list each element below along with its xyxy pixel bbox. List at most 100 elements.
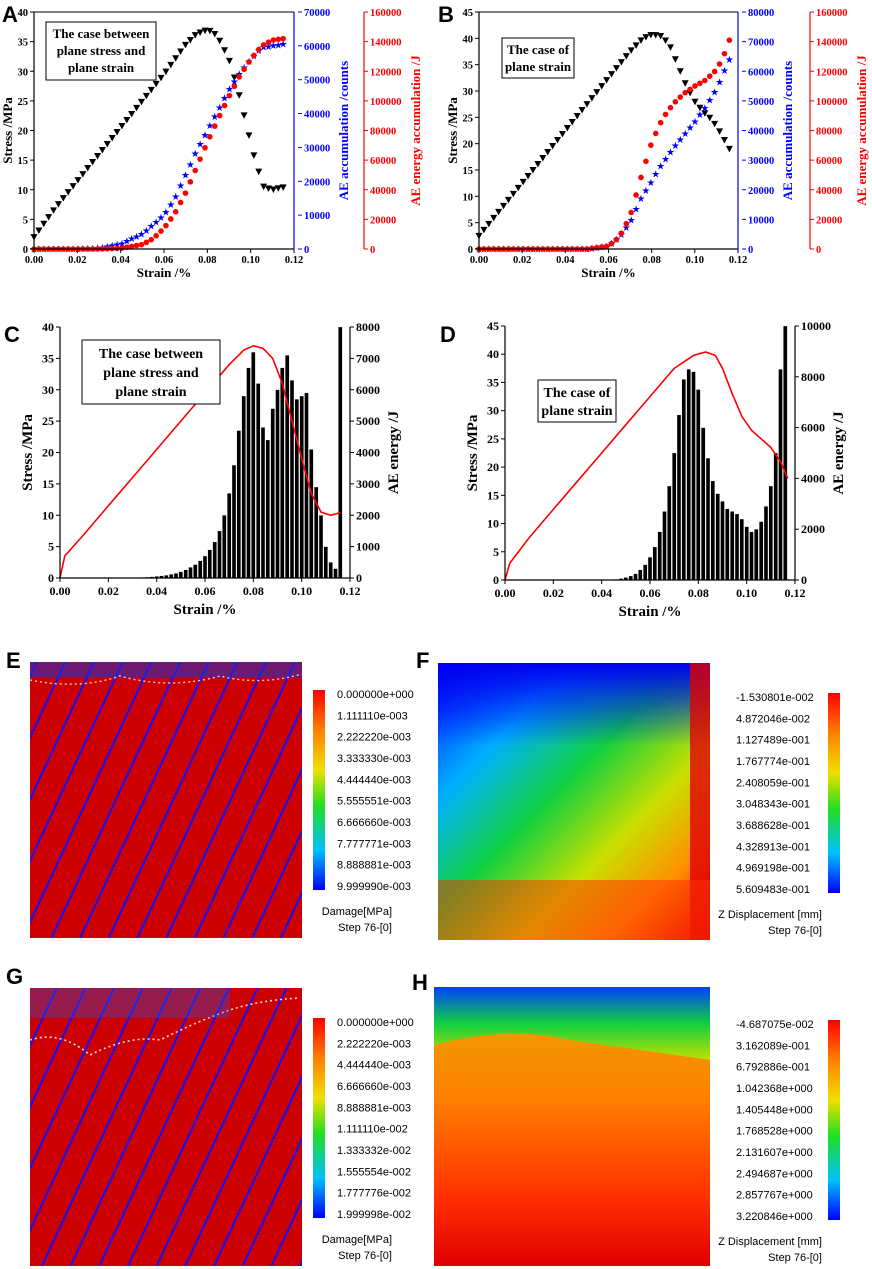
series-point (682, 89, 688, 96)
series-point (558, 131, 566, 138)
series-point (123, 116, 131, 124)
series-point (648, 142, 654, 148)
series-point (642, 34, 650, 41)
series-point (662, 111, 669, 118)
energy-bar (289, 380, 295, 579)
series-point (702, 77, 708, 84)
y3-tick-label: 80000 (370, 127, 396, 138)
x-axis-label: Strain /% (581, 265, 636, 280)
series-point: ★ (269, 41, 278, 52)
series-point (638, 174, 644, 181)
series-point (274, 185, 282, 192)
energy-bar (188, 567, 193, 579)
series-point (706, 114, 714, 122)
caption-line: The case between (99, 347, 203, 362)
y2-tick-label: 4000 (801, 471, 825, 485)
series-point (177, 199, 184, 206)
energy-bar (672, 452, 677, 581)
y-tick-label: 10 (487, 517, 499, 531)
y-tick-label: 20 (42, 446, 54, 460)
energy-bar (227, 493, 232, 579)
series-point (230, 74, 238, 82)
series-point (637, 37, 645, 44)
series-point (74, 177, 82, 184)
energy-bar (338, 326, 343, 579)
series-point (593, 89, 601, 96)
series-point: ★ (122, 237, 131, 248)
series-point (197, 156, 203, 162)
series-point (216, 112, 223, 119)
y2-tick-label: 50000 (304, 76, 330, 87)
x-tick-label: 0.04 (591, 586, 612, 600)
series-point (720, 136, 728, 144)
y-axis-label: Stress /MPa (20, 414, 36, 491)
series-point (54, 201, 62, 208)
colorbar (313, 690, 325, 890)
legend-value: 1.111110e-002 (337, 1124, 408, 1136)
caption-line: The case between (53, 26, 151, 41)
caption-line: The case of (544, 386, 611, 401)
series-point (191, 32, 199, 39)
series-point (225, 57, 233, 65)
series-point (652, 130, 659, 137)
series-point (280, 35, 286, 42)
legend-value: 4.872046e-002 (736, 713, 810, 725)
energy-bar (734, 513, 740, 581)
series-point: ★ (641, 186, 650, 197)
series-point (687, 86, 693, 93)
legend-value: -4.687075e-002 (736, 1019, 814, 1031)
series-point (480, 226, 488, 234)
series-point (617, 59, 625, 66)
series-point (187, 179, 194, 185)
y-tick-label: 30 (463, 87, 474, 98)
series-point: ★ (705, 96, 714, 107)
series-point (45, 214, 53, 221)
y3-tick-label: 160000 (370, 8, 402, 19)
series-point (701, 110, 709, 117)
y2-axis-label: AE energy /J (831, 411, 847, 495)
series-point (245, 132, 253, 139)
series-point (148, 236, 155, 243)
energy-bar (643, 564, 648, 581)
y3-tick-label: 80000 (816, 127, 842, 138)
series-point: ★ (720, 66, 729, 77)
y2-tick-label: 60000 (304, 42, 330, 53)
series-point: ★ (264, 42, 273, 53)
series-point (133, 242, 140, 249)
series-point: ★ (220, 94, 229, 105)
series-point: ★ (132, 232, 141, 243)
caption-line: plane stress and (57, 43, 146, 58)
energy-bar (628, 575, 633, 581)
x-tick-label: 0.06 (155, 255, 173, 266)
energy-bar (744, 526, 749, 581)
y2-tick-label: 0 (748, 245, 753, 256)
series-point (594, 244, 600, 251)
y-tick-label: 15 (18, 156, 29, 167)
legend-title: Z Displacement [mm] (718, 1236, 822, 1248)
energy-bar (309, 449, 314, 579)
series-point (627, 47, 635, 54)
legend-value: 5.555551e-003 (337, 796, 411, 808)
series-point (666, 44, 674, 51)
series-point (643, 158, 649, 165)
y2-tick-label: 20000 (748, 186, 774, 197)
energy-bar (183, 569, 188, 579)
series-point (138, 241, 145, 248)
x-tick-label: 0.02 (513, 255, 531, 266)
series-point (50, 207, 58, 214)
damage-map-g (29, 988, 302, 1266)
y-tick-label: 15 (463, 166, 474, 177)
series-point: ★ (215, 103, 224, 114)
series-point (158, 228, 164, 234)
energy-bar (236, 430, 241, 579)
series-point (226, 92, 233, 99)
energy-bar (333, 568, 338, 579)
series-point (152, 80, 160, 88)
series-point (142, 92, 150, 100)
series-point (196, 29, 204, 37)
energy-bar (715, 493, 720, 581)
y2-tick-label: 6000 (801, 421, 825, 435)
y2-tick-label: 70000 (748, 38, 774, 49)
x-tick-label: 0.10 (241, 255, 259, 266)
colorbar (828, 693, 840, 893)
